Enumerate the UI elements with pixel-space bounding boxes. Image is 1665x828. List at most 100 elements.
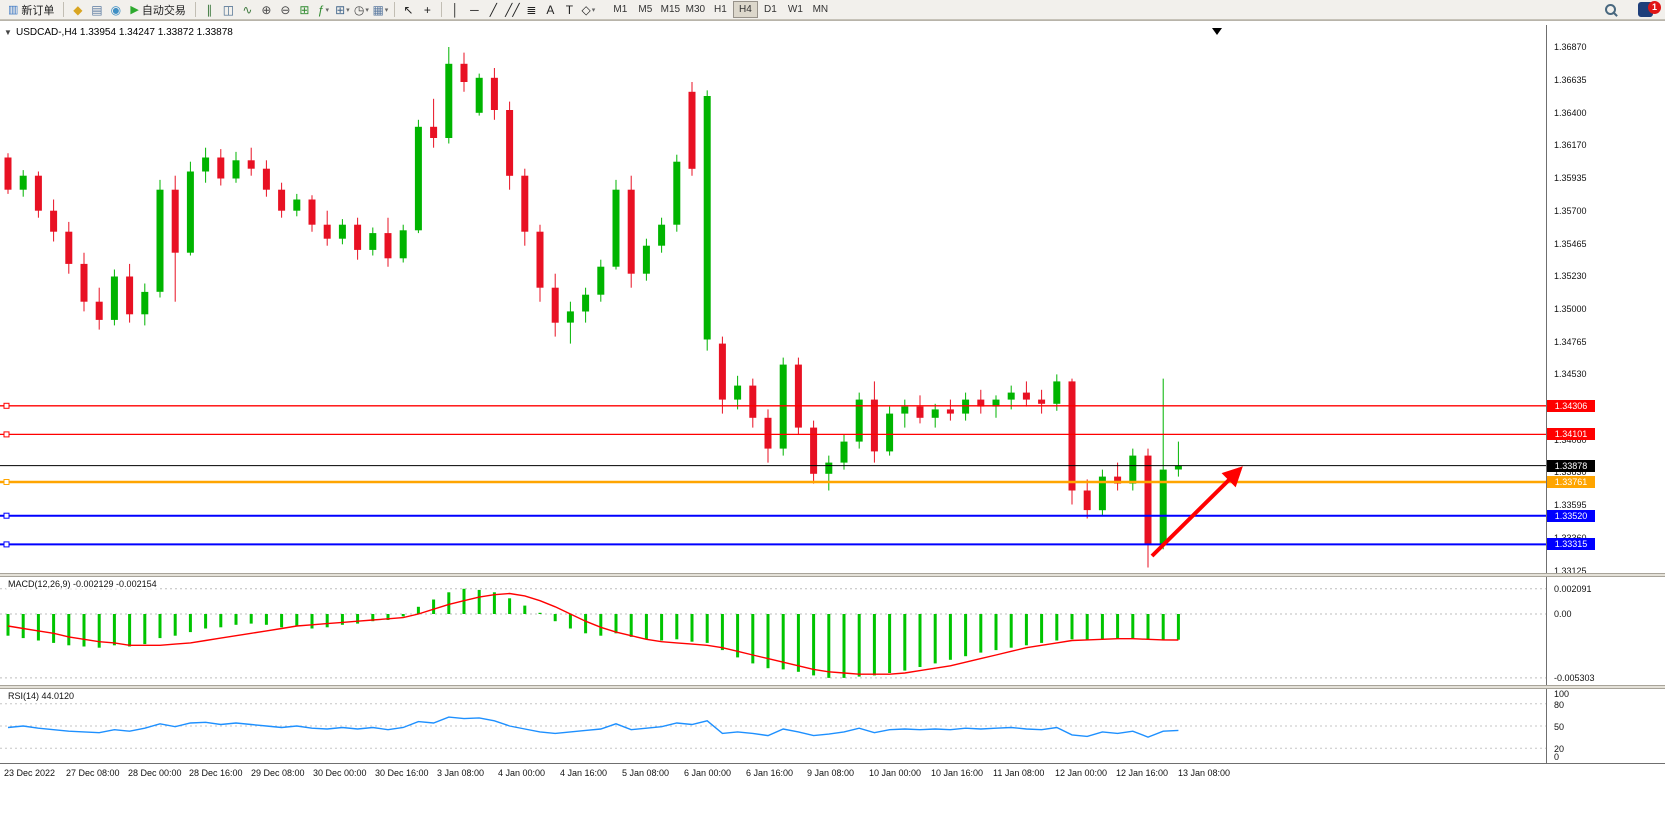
time-axis-label: 12 Jan 16:00 xyxy=(1116,768,1169,778)
macd-histogram xyxy=(6,588,1180,678)
chevron-down-icon: ▾ xyxy=(384,6,389,14)
time-axis-label: 27 Dec 08:00 xyxy=(66,768,120,778)
template-icon[interactable]: ▦ ▾ xyxy=(372,2,389,17)
timeframe-m1[interactable]: M1 xyxy=(613,4,628,15)
macd-axis-label: 0.002091 xyxy=(1554,584,1592,594)
timeframe-h1[interactable]: H1 xyxy=(713,4,727,15)
one-click-trading-toggle[interactable]: ▼ xyxy=(4,28,12,37)
zoom-in-icon[interactable]: ⊕ xyxy=(261,2,272,17)
auto-trading-button[interactable]: ▶ 自动交易 xyxy=(130,4,186,17)
rsi-axis-label: 80 xyxy=(1554,700,1565,710)
toolbar: 1 ▥ 新订单 ◆ ▤ ◉ ▶ 自动交易 ∥ ◫ ∿ ⊕ ⊖ ⊞ ƒ ▾ ⊞ ▾ ◷ ▾ ▦ ▾ ↖ + │ ─ ╱ ╱╱ ≣ A T ◇ ▾… xyxy=(0,0,1665,20)
vertical-line-icon[interactable]: │ xyxy=(451,2,460,17)
price-axis-label: 1.33595 xyxy=(1554,500,1587,510)
time-axis-label: 5 Jan 08:00 xyxy=(622,768,670,778)
price-axis-label: 1.36400 xyxy=(1554,108,1587,118)
line-chart-icon[interactable]: ∿ xyxy=(242,2,253,17)
time-axis-label: 13 Jan 08:00 xyxy=(1178,768,1231,778)
timeframe-h4[interactable]: H4 xyxy=(732,1,758,18)
new-order-button[interactable]: ▥ 新订单 xyxy=(8,4,55,17)
time-axis-label: 28 Dec 00:00 xyxy=(128,768,182,778)
channel-icon[interactable]: ╱╱ xyxy=(505,2,520,17)
trendline-icon[interactable]: ╱ xyxy=(489,2,497,17)
timeframe-mn[interactable]: MN xyxy=(812,4,829,15)
crosshair-icon[interactable]: + xyxy=(423,2,431,17)
time-axis-label: 4 Jan 16:00 xyxy=(560,768,608,778)
timeframe-m15[interactable]: M15 xyxy=(660,4,681,15)
time-axis[interactable]: 23 Dec 2022 27 Dec 08:00 28 Dec 00:00 28 De… xyxy=(0,763,1665,786)
price-axis[interactable]: 1.36870 1.36635 1.36400 1.36170 1.35935 1.357… xyxy=(1546,25,1665,576)
price-axis-label: 1.35000 xyxy=(1554,304,1587,314)
rsi-axis-label: 100 xyxy=(1554,689,1570,699)
fibonacci-icon[interactable]: ≣ xyxy=(526,2,537,17)
chevron-down-icon: ▾ xyxy=(591,6,596,14)
timeframe-d1[interactable]: D1 xyxy=(763,4,777,15)
rsi-axis-label: 20 xyxy=(1554,744,1565,754)
chevron-down-icon: ▾ xyxy=(365,6,369,14)
macd-label: MACD(12,26,9) -0.002129 -0.002154 xyxy=(6,579,159,589)
panel-splitter[interactable] xyxy=(0,685,1665,689)
time-axis-label: 4 Jan 00:00 xyxy=(498,768,546,778)
price-axis-label: 1.34530 xyxy=(1554,369,1587,379)
price-axis-label: 1.36635 xyxy=(1554,75,1587,85)
time-axis-label: 10 Jan 00:00 xyxy=(869,768,922,778)
time-axis-label: 9 Jan 08:00 xyxy=(807,768,855,778)
bar-chart-icon[interactable]: ∥ xyxy=(206,2,213,17)
macd-axis-label: -0.005303 xyxy=(1554,673,1595,683)
rsi-axis[interactable]: 100 80 50 20 0 xyxy=(1546,689,1665,763)
price-tag: 1.33878 xyxy=(1547,460,1595,472)
timeframe-m30[interactable]: M30 xyxy=(685,4,706,15)
trend-arrow xyxy=(1150,466,1243,558)
cursor-icon[interactable]: ↖ xyxy=(403,2,414,17)
rsi-line xyxy=(7,716,1179,738)
alerts-icon[interactable]: ◆ xyxy=(73,2,83,17)
time-axis-label: 11 Jan 08:00 xyxy=(993,768,1045,778)
price-chart[interactable] xyxy=(0,25,1546,573)
text-icon[interactable]: A xyxy=(546,2,555,17)
tile-windows-icon[interactable]: ⊞ xyxy=(299,2,310,17)
price-axis-label: 1.35700 xyxy=(1554,206,1587,216)
macd-panel[interactable] xyxy=(0,577,1546,685)
arrows-icon[interactable]: ◇ ▾ xyxy=(581,2,596,17)
rsi-axis-label: 0 xyxy=(1554,752,1560,762)
time-axis-label: 10 Jan 16:00 xyxy=(931,768,984,778)
timeframe-m5[interactable]: M5 xyxy=(638,4,653,15)
price-axis-label: 1.33125 xyxy=(1554,566,1587,576)
candles-layer xyxy=(4,47,1182,568)
refresh-icon[interactable]: ◉ xyxy=(110,2,122,17)
toolbar-separator xyxy=(63,2,65,17)
price-tag: 1.33520 xyxy=(1547,510,1595,522)
price-axis-label: 1.36170 xyxy=(1554,140,1587,150)
label-icon[interactable]: T xyxy=(565,2,574,17)
price-tag: 1.33761 xyxy=(1547,476,1595,488)
zoom-out-icon[interactable]: ⊖ xyxy=(280,2,291,17)
rsi-label: RSI(14) 44.0120 xyxy=(6,691,77,701)
search-icon[interactable] xyxy=(1604,3,1619,18)
candlestick-chart-icon[interactable]: ◫ xyxy=(222,2,235,17)
price-axis-label: 1.34060 xyxy=(1554,435,1587,445)
toolbar-separator xyxy=(440,2,442,17)
time-axis-label: 23 Dec 2022 xyxy=(4,768,56,778)
chevron-down-icon: ▾ xyxy=(325,6,329,14)
chevron-down-icon: ▾ xyxy=(346,6,350,14)
indicators-icon[interactable]: ƒ ▾ xyxy=(317,2,329,17)
macd-axis[interactable]: 0.002091 0.00 -0.005303 xyxy=(1546,577,1665,685)
time-axis-label: 6 Jan 16:00 xyxy=(746,768,794,778)
toolbar-separator xyxy=(194,2,196,17)
time-axis-label: 28 Dec 16:00 xyxy=(189,768,243,778)
rsi-axis-label: 50 xyxy=(1554,722,1565,732)
timeframe-group: M1 M5 M15 M30 H1 H4 D1 W1 MN xyxy=(608,1,833,18)
notification-badge: 1 xyxy=(1648,1,1661,14)
rsi-panel[interactable] xyxy=(0,689,1546,763)
time-axis-label: 3 Jan 08:00 xyxy=(437,768,485,778)
print-icon[interactable]: ▤ xyxy=(91,2,103,17)
time-axis-label: 30 Dec 00:00 xyxy=(313,768,367,778)
new-chart-icon[interactable]: ⊞ ▾ xyxy=(335,2,350,17)
period-icon[interactable]: ◷ ▾ xyxy=(353,2,369,17)
timeframe-w1[interactable]: W1 xyxy=(787,4,803,15)
price-axis-label: 1.34765 xyxy=(1554,337,1587,347)
chart-ohlc-title: USDCAD-,H4 1.33954 1.34247 1.33872 1.338… xyxy=(16,27,233,38)
panel-splitter[interactable] xyxy=(0,573,1665,577)
horizontal-line-icon[interactable]: ─ xyxy=(470,2,479,17)
